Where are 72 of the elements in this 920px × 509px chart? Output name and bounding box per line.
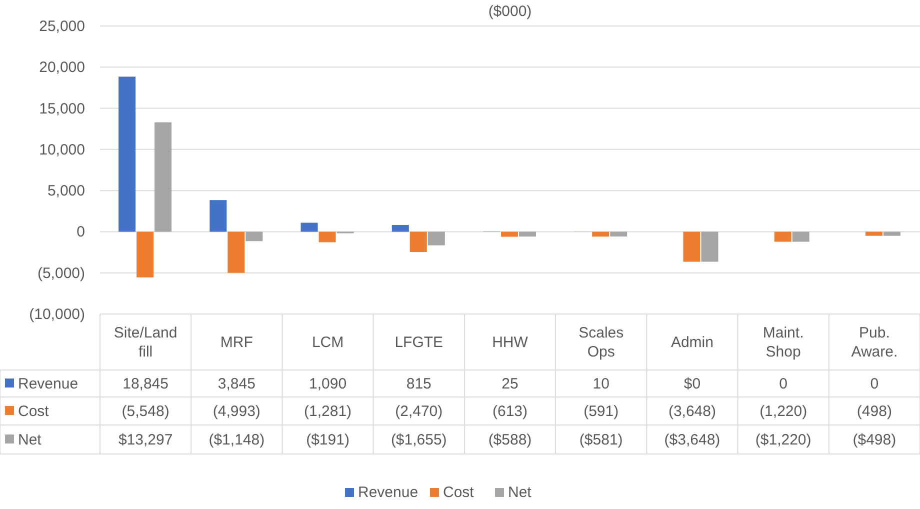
bar	[318, 232, 336, 242]
chart-title: ($000)	[488, 3, 532, 20]
legend-label: Revenue	[18, 376, 78, 392]
y-tick-label: 15,000	[39, 100, 85, 118]
data-label: ($498)	[852, 432, 896, 448]
x-tick-label: Pub. Aware.	[851, 324, 898, 360]
data-label: (2,470)	[395, 403, 443, 420]
text: Net	[508, 484, 532, 501]
bar	[428, 232, 445, 246]
x-tick-label: Admin	[670, 334, 714, 351]
bar	[519, 232, 536, 237]
data-label: (1,220)	[760, 403, 808, 420]
data-label: ($588)	[488, 432, 532, 448]
data-label: ($1,148)	[208, 432, 265, 448]
bar	[246, 232, 263, 242]
bar	[683, 232, 700, 262]
bar	[501, 232, 518, 237]
bar	[701, 232, 718, 262]
x-tick-label: MRF	[220, 334, 253, 351]
y-tick-label: 20,000	[39, 59, 85, 76]
bar	[883, 232, 900, 236]
data-label: (591)	[584, 403, 619, 420]
bar	[392, 225, 409, 232]
bar	[592, 232, 610, 237]
x-tick-label: HHW	[492, 334, 529, 351]
data-label: ($1,655)	[390, 432, 447, 448]
legend-label: Cost	[18, 403, 50, 420]
y-tick-label: (10,000)	[29, 306, 85, 323]
bar	[118, 76, 136, 232]
data-label: (5,548)	[122, 403, 170, 420]
x-tick-label: Maint. Shop	[762, 324, 804, 360]
y-tick-label: 10,000	[39, 141, 85, 158]
bar	[136, 232, 154, 278]
data-label: 25	[502, 376, 518, 392]
data-label: 10	[592, 376, 610, 392]
data-label: (1,281)	[304, 403, 352, 420]
data-label: ($1,220)	[755, 432, 812, 448]
x-tick-label: Scales Ops	[578, 324, 624, 360]
bar	[610, 232, 628, 236]
data-label: (613)	[492, 403, 528, 420]
bar	[774, 232, 792, 242]
data-label: 0	[870, 376, 879, 392]
bar	[865, 232, 882, 236]
x-tick-label: Site/Land fill	[114, 324, 178, 360]
text: Cost	[443, 484, 474, 501]
bar	[228, 232, 245, 273]
data-label: ($191)	[306, 432, 350, 448]
data-label: 1,090	[309, 376, 347, 392]
bar	[300, 222, 318, 232]
x-tick-label: LCM	[312, 334, 344, 351]
x-tick-label: LFGTE	[394, 334, 444, 351]
data-label: (3,648)	[668, 403, 716, 420]
data-label: (498)	[856, 403, 892, 420]
data-label: 3,845	[218, 376, 256, 392]
data-label: $13,297	[118, 432, 173, 448]
y-tick-label: 0	[76, 224, 85, 241]
data-label: $0	[684, 376, 701, 392]
y-tick-label: (5,000)	[37, 264, 85, 282]
data-label: 815	[406, 376, 432, 392]
legend-label: Net	[18, 432, 42, 448]
data-label: 0	[779, 376, 788, 392]
data-label: (4,993)	[212, 403, 260, 420]
bar	[410, 232, 427, 252]
bar	[154, 122, 172, 232]
data-label: 18,845	[122, 376, 168, 392]
y-tick-label: 25,000	[39, 18, 85, 35]
bar	[210, 200, 227, 232]
bar	[792, 232, 810, 242]
data-label: ($3,648)	[664, 432, 720, 448]
y-tick-label: 5,000	[47, 182, 85, 200]
data-label: ($581)	[579, 432, 623, 448]
text: Revenue	[358, 484, 418, 501]
